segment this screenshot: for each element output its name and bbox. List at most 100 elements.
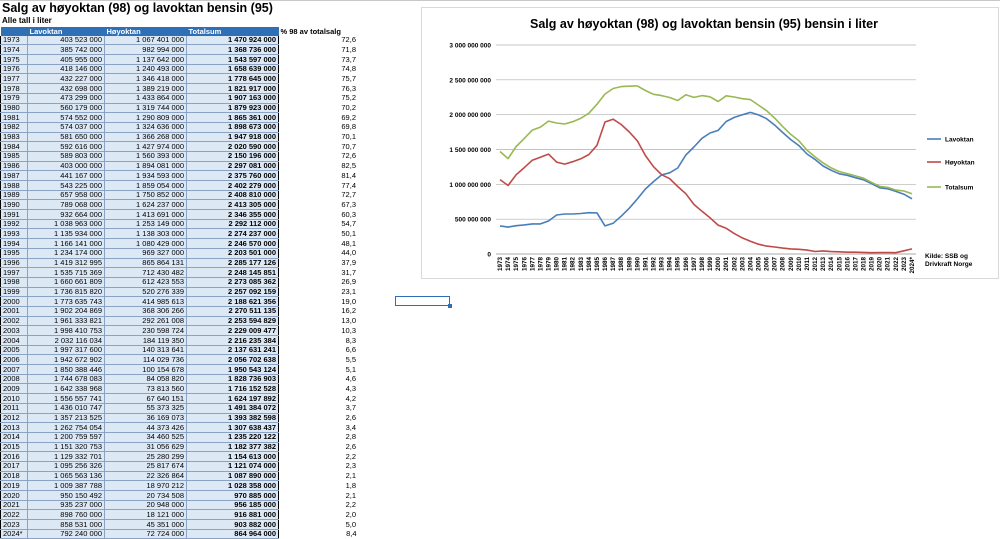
- cell-percent[interactable]: 4,2: [345, 393, 356, 403]
- cell-year[interactable]: 1995: [0, 248, 28, 259]
- cell-year[interactable]: 2023: [0, 519, 28, 530]
- cell-year[interactable]: 1997: [0, 267, 28, 278]
- cell-year[interactable]: 1986: [0, 161, 28, 172]
- cell-percent[interactable]: 71,8: [341, 44, 356, 54]
- cell-year[interactable]: 2008: [0, 374, 28, 385]
- cell-lavoktan[interactable]: 574 552 000: [27, 112, 105, 123]
- cell-totalsum[interactable]: 1 898 673 000: [186, 122, 279, 133]
- cell-hoyoktan[interactable]: 100 154 678: [104, 364, 187, 375]
- cell-percent[interactable]: 81,4: [341, 170, 356, 180]
- cell-percent[interactable]: 10,3: [341, 325, 356, 335]
- cell-year[interactable]: 2021: [0, 500, 28, 511]
- cell-percent[interactable]: 19,0: [341, 296, 356, 306]
- cell-hoyoktan[interactable]: 84 058 820: [104, 374, 187, 385]
- cell-hoyoktan[interactable]: 31 056 629: [104, 442, 187, 453]
- cell-year[interactable]: 1982: [0, 122, 28, 133]
- cell-totalsum[interactable]: 2 413 305 000: [186, 199, 279, 211]
- cell-totalsum[interactable]: 1 154 613 000: [186, 451, 279, 462]
- cell-percent[interactable]: 37,9: [341, 258, 356, 268]
- series-line-lavoktan[interactable]: [499, 111, 913, 228]
- cell-year[interactable]: 2006: [0, 354, 28, 366]
- cell-totalsum[interactable]: 2 056 702 638: [186, 354, 279, 366]
- cell-hoyoktan[interactable]: 114 029 736: [104, 354, 187, 366]
- cell-lavoktan[interactable]: 1 009 387 788: [27, 480, 105, 491]
- cell-percent[interactable]: 72,7: [341, 190, 356, 200]
- cell-percent[interactable]: 8,3: [345, 335, 356, 345]
- cell-lavoktan[interactable]: 1 038 963 000: [27, 219, 105, 230]
- cell-lavoktan[interactable]: 1 166 141 000: [27, 238, 105, 249]
- cell-percent[interactable]: 5,5: [345, 354, 356, 364]
- header-year[interactable]: [0, 27, 28, 36]
- cell-percent[interactable]: 5,1: [345, 364, 356, 374]
- chart-object[interactable]: Salg av høyoktan (98) og lavoktan bensin…: [421, 7, 999, 279]
- cell-lavoktan[interactable]: 1 773 635 743: [27, 296, 105, 307]
- cell-lavoktan[interactable]: 1 744 678 083: [27, 374, 105, 385]
- cell-percent[interactable]: 70,7: [341, 141, 356, 151]
- cell-totalsum[interactable]: 1 716 152 528: [186, 383, 279, 395]
- cell-lavoktan[interactable]: 1 660 661 809: [27, 277, 105, 288]
- cell-totalsum[interactable]: 1 028 358 000: [186, 480, 279, 491]
- cell-totalsum[interactable]: 1 821 917 000: [186, 83, 279, 94]
- cell-totalsum[interactable]: 903 882 000: [186, 519, 279, 530]
- series-line-høyoktan[interactable]: [499, 118, 913, 254]
- cell-year[interactable]: 2019: [0, 480, 28, 491]
- cell-percent[interactable]: 2,8: [345, 432, 356, 442]
- cell-hoyoktan[interactable]: 1 138 303 000: [104, 228, 187, 240]
- cell-lavoktan[interactable]: 1 095 256 326: [27, 461, 105, 472]
- cell-percent[interactable]: 60,3: [341, 209, 356, 219]
- cell-percent[interactable]: 48,1: [341, 238, 356, 248]
- cell-hoyoktan[interactable]: 25 280 299: [104, 451, 187, 462]
- cell-lavoktan[interactable]: 1 135 934 000: [27, 228, 105, 240]
- cell-totalsum[interactable]: 1 182 377 382: [186, 442, 279, 453]
- cell-lavoktan[interactable]: 1 736 815 820: [27, 287, 105, 298]
- cell-year[interactable]: 1980: [0, 103, 28, 114]
- cell-year[interactable]: 1988: [0, 180, 28, 191]
- cell-lavoktan[interactable]: 1 902 204 869: [27, 306, 105, 317]
- cell-year[interactable]: 1992: [0, 219, 28, 230]
- cell-lavoktan[interactable]: 543 225 000: [27, 180, 105, 191]
- cell-lavoktan[interactable]: 1 997 317 600: [27, 345, 105, 356]
- cell-percent[interactable]: 67,3: [341, 199, 356, 209]
- cell-percent[interactable]: 2,3: [345, 461, 356, 471]
- cell-totalsum[interactable]: 970 885 000: [186, 490, 279, 501]
- cell-totalsum[interactable]: 2 020 590 000: [186, 141, 279, 152]
- cell-percent[interactable]: 2,2: [345, 500, 356, 510]
- cell-lavoktan[interactable]: 441 167 000: [27, 170, 105, 181]
- cell-lavoktan[interactable]: 1 642 338 968: [27, 383, 105, 395]
- cell-year[interactable]: 1994: [0, 238, 28, 249]
- cell-totalsum[interactable]: 2 408 810 000: [186, 190, 279, 201]
- cell-percent[interactable]: 31,7: [341, 267, 356, 277]
- cell-percent[interactable]: 70,2: [341, 103, 356, 113]
- cell-hoyoktan[interactable]: 20 734 508: [104, 490, 187, 501]
- cell-totalsum[interactable]: 2 253 594 829: [186, 316, 279, 327]
- cell-percent[interactable]: 72,6: [341, 35, 356, 45]
- cell-lavoktan[interactable]: 1 262 754 054: [27, 422, 105, 433]
- cell-hoyoktan[interactable]: 67 640 151: [104, 393, 187, 404]
- cell-lavoktan[interactable]: 1 129 332 701: [27, 451, 105, 462]
- cell-hoyoktan[interactable]: 1 240 493 000: [104, 64, 187, 75]
- cell-year[interactable]: 1976: [0, 64, 28, 75]
- cell-lavoktan[interactable]: 858 531 000: [27, 519, 105, 530]
- cell-lavoktan[interactable]: 950 150 492: [27, 490, 105, 501]
- cell-lavoktan[interactable]: 792 240 000: [27, 529, 105, 539]
- cell-hoyoktan[interactable]: 20 948 000: [104, 500, 187, 511]
- cell-lavoktan[interactable]: 1 556 557 741: [27, 393, 105, 404]
- cell-hoyoktan[interactable]: 1 750 852 000: [104, 190, 187, 201]
- cell-percent[interactable]: 70,1: [341, 132, 356, 142]
- cell-year[interactable]: 1993: [0, 228, 28, 240]
- cell-year[interactable]: 2022: [0, 509, 28, 521]
- cell-totalsum[interactable]: 864 964 000: [186, 529, 279, 539]
- cell-year[interactable]: 2007: [0, 364, 28, 375]
- cell-totalsum[interactable]: 1 087 890 000: [186, 471, 279, 482]
- selected-cell[interactable]: [395, 296, 452, 308]
- header-lavoktan[interactable]: Lavoktan: [27, 27, 105, 36]
- cell-year[interactable]: 2002: [0, 316, 28, 327]
- cell-totalsum[interactable]: 1 865 361 000: [186, 112, 279, 123]
- cell-totalsum[interactable]: 916 881 000: [186, 509, 279, 521]
- cell-lavoktan[interactable]: 935 237 000: [27, 500, 105, 511]
- cell-lavoktan[interactable]: 1 850 388 446: [27, 364, 105, 375]
- cell-lavoktan[interactable]: 405 955 000: [27, 54, 105, 65]
- cell-lavoktan[interactable]: 2 032 116 034: [27, 335, 105, 346]
- cell-percent[interactable]: 54,7: [341, 219, 356, 229]
- cell-year[interactable]: 1987: [0, 170, 28, 181]
